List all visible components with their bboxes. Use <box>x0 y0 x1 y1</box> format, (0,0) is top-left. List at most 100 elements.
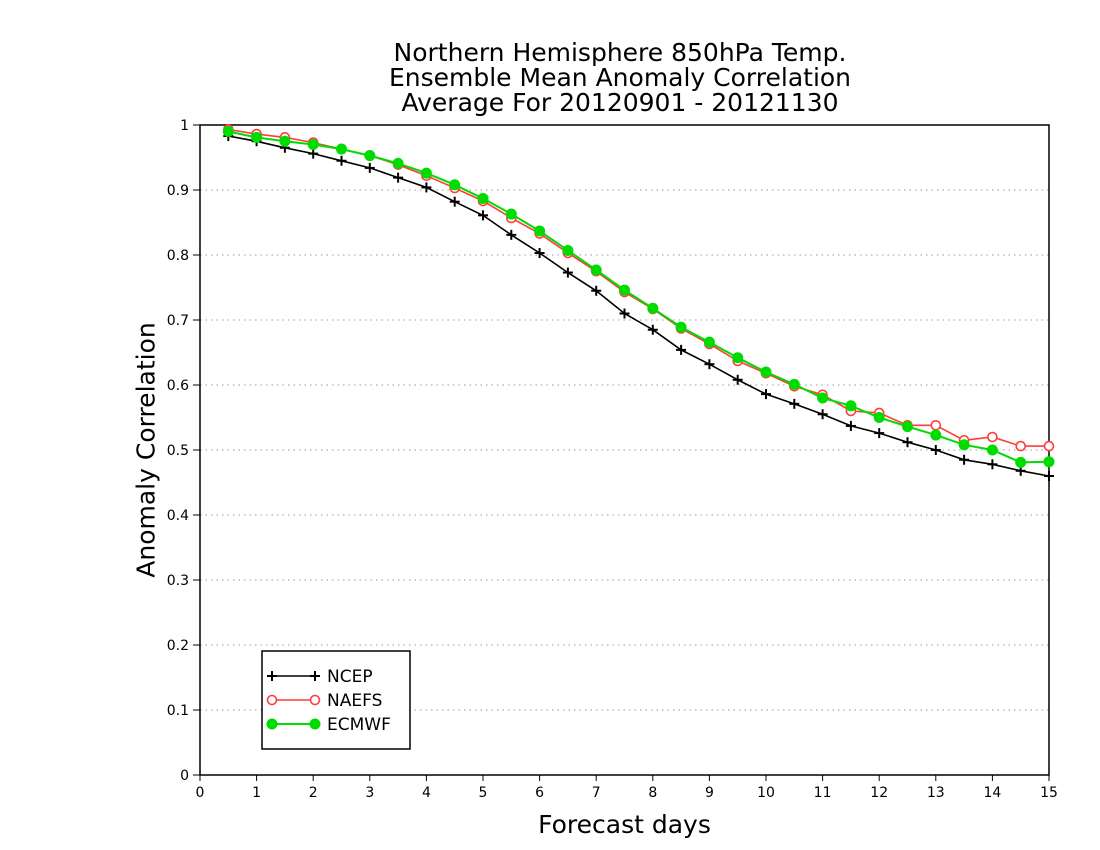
data-point-ecmwf <box>562 244 574 256</box>
chart-title-line-2: Ensemble Mean Anomaly Correlation <box>388 63 852 92</box>
y-tick-label: 0.5 <box>167 443 189 459</box>
x-tick-label: 9 <box>705 785 714 801</box>
legend-marker-ecmwf <box>266 718 278 730</box>
y-tick-label: 0 <box>180 768 189 784</box>
data-point-ncep <box>676 344 687 355</box>
x-tick-label: 1 <box>252 785 261 801</box>
series-line-naefs <box>228 128 1049 447</box>
data-point-ecmwf <box>420 167 432 179</box>
data-point-ncep <box>845 420 856 431</box>
x-tick-label: 14 <box>983 785 1001 801</box>
data-point-ncep <box>506 229 517 240</box>
data-point-ncep <box>534 248 545 259</box>
data-point-ncep <box>902 437 913 448</box>
data-point-naefs <box>930 419 942 431</box>
data-point-ecmwf <box>1015 456 1027 468</box>
data-point-ncep <box>364 162 375 173</box>
chart-title-line-3: Average For 20120901 - 20121130 <box>401 88 839 117</box>
data-point-ecmwf <box>505 208 517 220</box>
data-point-ncep <box>562 267 573 278</box>
y-tick-label: 0.1 <box>167 703 189 719</box>
y-tick-label: 0.3 <box>167 573 189 589</box>
data-point-ecmwf <box>986 444 998 456</box>
data-point-ecmwf <box>222 126 234 137</box>
legend-label-naefs: NAEFS <box>327 691 382 711</box>
data-point-ecmwf <box>845 400 857 412</box>
series-naefs <box>223 124 1055 452</box>
y-tick-label: 0.6 <box>167 378 189 394</box>
data-point-ncep <box>789 398 800 409</box>
data-point-ncep <box>704 359 715 370</box>
x-tick-label: 11 <box>814 785 832 801</box>
data-point-ncep <box>817 409 828 420</box>
x-tick-label: 12 <box>870 785 888 801</box>
series-ecmwf <box>222 126 1055 468</box>
data-point-ecmwf <box>703 336 715 348</box>
axis-ticks: 00.10.20.30.40.50.60.70.80.910 1 2 3 4 5 6 7 8 9 1… <box>167 118 1058 801</box>
chart-title-line-1: Northern Hemisphere 850hPa Temp. <box>393 38 847 67</box>
data-point-ncep <box>393 172 404 183</box>
x-tick-label: 3 <box>365 785 374 801</box>
legend-marker-ecmwf <box>309 718 321 730</box>
x-tick-label: 10 <box>757 785 775 801</box>
data-point-ecmwf <box>788 378 800 390</box>
y-tick-label: 0.2 <box>167 638 189 654</box>
data-point-ncep <box>761 389 771 400</box>
data-point-ecmwf <box>251 131 263 143</box>
x-tick-label: 6 <box>535 785 544 801</box>
legend-marker-naefs <box>309 694 321 706</box>
legend-label-ncep: NCEP <box>327 667 373 687</box>
data-point-ecmwf <box>534 225 546 237</box>
y-axis-label: Anomaly Correlation <box>131 322 161 578</box>
data-point-ncep <box>336 155 347 166</box>
data-point-ncep <box>591 285 602 296</box>
data-point-ncep <box>987 459 998 470</box>
data-point-ncep <box>874 428 885 439</box>
data-point-ncep <box>930 445 941 455</box>
data-point-ecmwf <box>647 302 659 314</box>
data-point-ecmwf <box>760 366 772 378</box>
data-point-ecmwf <box>902 421 913 433</box>
data-point-ecmwf <box>930 429 942 441</box>
data-point-ecmwf <box>279 135 291 147</box>
data-point-ecmwf <box>675 321 687 333</box>
legend-marker-ncep <box>310 671 320 681</box>
data-point-ecmwf <box>336 143 347 155</box>
data-point-ecmwf <box>619 284 630 296</box>
data-point-ncep <box>449 196 460 207</box>
data-point-ncep <box>732 374 743 385</box>
y-tick-label: 1 <box>180 118 189 134</box>
y-tick-label: 0.8 <box>167 248 189 264</box>
data-point-ncep <box>619 308 630 319</box>
data-point-naefs <box>987 431 998 443</box>
x-tick-label: 7 <box>592 785 601 801</box>
x-tick-label: 4 <box>422 785 431 801</box>
data-point-ecmwf <box>477 192 489 204</box>
data-point-ncep <box>478 210 488 221</box>
x-tick-label: 0 <box>196 785 205 801</box>
data-point-naefs <box>1015 440 1027 452</box>
y-tick-label: 0.7 <box>167 313 189 329</box>
series-line-ecmwf <box>228 130 1050 464</box>
legend: NCEP NAEFS ECMWF <box>261 650 411 750</box>
data-point-ecmwf <box>958 439 970 451</box>
data-point-ecmwf <box>1043 456 1055 468</box>
series-group <box>222 124 1055 481</box>
data-point-ecmwf <box>732 352 744 364</box>
legend-marker-ncep <box>267 671 277 681</box>
x-tick-label: 5 <box>479 785 488 801</box>
series-ncep <box>223 131 1054 481</box>
x-tick-label: 13 <box>927 785 945 801</box>
data-point-ncep <box>959 454 970 465</box>
data-point-ncep <box>1044 471 1054 481</box>
x-axis-label: Forecast days <box>538 810 711 839</box>
x-tick-label: 15 <box>1040 785 1058 801</box>
y-tick-label: 0.4 <box>167 508 189 524</box>
data-point-ecmwf <box>307 139 319 150</box>
data-point-ecmwf <box>364 150 376 162</box>
data-point-ecmwf <box>449 179 461 191</box>
data-point-ncep <box>421 182 432 193</box>
data-point-ecmwf <box>392 157 404 169</box>
legend-label-ecmwf: ECMWF <box>327 715 391 735</box>
